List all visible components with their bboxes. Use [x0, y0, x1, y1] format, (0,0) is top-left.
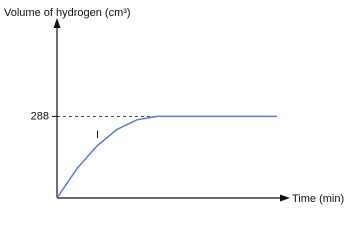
x-axis-label: Time (min) [292, 193, 344, 205]
y-tick-label: 288 [31, 110, 49, 122]
chart: Volume of hydrogen (cm³) Time (min) I 28… [4, 7, 344, 205]
line [56, 115, 277, 199]
y-axis-arrow [53, 18, 61, 28]
curve-label: I [96, 129, 99, 141]
y-axis-label: Volume of hydrogen (cm³) [4, 7, 131, 19]
x-axis-arrow [280, 194, 290, 202]
